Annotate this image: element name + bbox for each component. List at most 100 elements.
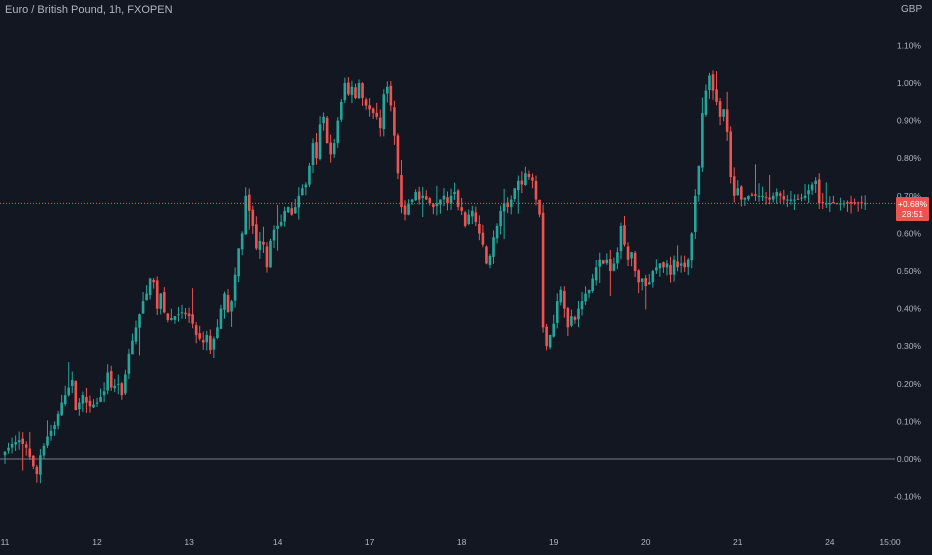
y-tick-label: 0.80% xyxy=(897,153,922,163)
x-tick-label: 13 xyxy=(184,537,194,547)
candle-body xyxy=(442,195,446,200)
candle-body xyxy=(286,207,290,213)
candle-body xyxy=(570,316,573,326)
candle-body xyxy=(446,197,449,204)
candle-body xyxy=(216,327,219,338)
candle-body xyxy=(665,263,669,268)
candle-body xyxy=(771,195,775,200)
candle-body xyxy=(761,195,764,198)
candle-body xyxy=(255,224,258,249)
currency-label: GBP xyxy=(901,4,923,15)
chart-title: Euro / British Pound, 1h, FXOPEN xyxy=(5,4,173,16)
candle-body xyxy=(219,308,223,329)
candle-body xyxy=(725,109,729,132)
candle-body xyxy=(566,308,570,328)
candle-body xyxy=(534,180,538,200)
candle-body xyxy=(563,291,566,309)
candle-body xyxy=(347,82,350,95)
candle-body xyxy=(127,353,131,374)
candle-body xyxy=(414,192,417,201)
candle-body xyxy=(389,85,393,106)
candle-body xyxy=(524,173,527,186)
candle-body xyxy=(201,340,205,343)
candle-body xyxy=(679,263,683,266)
x-axis[interactable]: 11 12 13 14 17 18 19 20 21 24 15:00 xyxy=(1,537,901,547)
candle-body xyxy=(853,202,856,204)
candle-body xyxy=(400,175,403,208)
candle-body xyxy=(594,267,598,281)
candle-body xyxy=(276,225,279,229)
candle-body xyxy=(513,188,517,200)
candle-body xyxy=(552,323,555,337)
candle-body xyxy=(209,335,212,350)
candle-body xyxy=(173,316,177,320)
candle-body xyxy=(690,233,694,261)
candle-body xyxy=(612,263,616,271)
candle-body xyxy=(99,396,102,402)
candle-body xyxy=(187,313,191,317)
candle-body xyxy=(456,190,460,208)
candle-body xyxy=(382,94,386,130)
candle-body xyxy=(520,180,524,185)
candle-body xyxy=(244,195,248,235)
candle-body xyxy=(283,210,286,222)
candle-body xyxy=(686,259,690,267)
candle-body xyxy=(74,380,78,411)
candle-body xyxy=(386,86,389,94)
candle-body xyxy=(81,395,85,404)
y-tick-label: 0.20% xyxy=(897,379,922,389)
x-tick-label: 12 xyxy=(92,537,102,547)
x-tick-label: 15:00 xyxy=(879,537,901,547)
candle-body xyxy=(368,105,371,110)
candle-body xyxy=(789,199,793,201)
candle-body xyxy=(421,195,425,199)
candle-body xyxy=(78,402,81,410)
candle-body xyxy=(155,280,159,309)
candle-body xyxy=(148,278,152,296)
candle-body xyxy=(336,120,340,144)
candle-body xyxy=(141,301,145,314)
candle-body xyxy=(715,89,718,102)
candle-body xyxy=(835,202,839,204)
candle-body xyxy=(485,246,488,264)
candle-body xyxy=(824,203,828,205)
candle-body xyxy=(704,90,708,115)
candle-body xyxy=(28,448,32,458)
countdown-text: 28:51 xyxy=(902,209,924,219)
x-tick-label: 17 xyxy=(365,537,375,547)
candle-body xyxy=(863,203,867,205)
candle-body xyxy=(807,190,810,195)
candle-body xyxy=(102,391,106,396)
y-axis[interactable]: 1.10% 1.00% 0.90% 0.80% 0.70% 0.60% 0.50% 0.40%… xyxy=(894,40,921,501)
candle-body xyxy=(329,142,332,155)
candle-body xyxy=(817,179,821,204)
candle-body xyxy=(640,278,644,282)
candle-body xyxy=(810,184,814,191)
candle-body xyxy=(272,229,276,241)
candle-body xyxy=(251,209,255,226)
candle-body xyxy=(478,223,481,234)
candle-body xyxy=(60,402,63,416)
x-tick-label: 20 xyxy=(641,537,651,547)
candle-body xyxy=(633,252,637,271)
candle-body xyxy=(846,202,849,204)
candle-body xyxy=(832,202,835,204)
candle-body xyxy=(814,180,817,184)
candle-body xyxy=(470,210,474,217)
candle-body xyxy=(559,289,563,303)
candle-body xyxy=(701,113,704,168)
candle-body xyxy=(325,117,329,144)
x-tick-label: 19 xyxy=(549,537,559,547)
candle-body xyxy=(644,278,648,287)
candle-body xyxy=(106,372,109,391)
candle-body xyxy=(775,192,779,197)
candle-body xyxy=(237,248,240,277)
candle-body xyxy=(258,240,262,250)
candle-body xyxy=(432,204,435,208)
y-tick-label: -0.10% xyxy=(894,492,921,502)
candle-body xyxy=(262,241,265,245)
candle-body xyxy=(3,451,7,456)
candle-body xyxy=(545,326,548,347)
